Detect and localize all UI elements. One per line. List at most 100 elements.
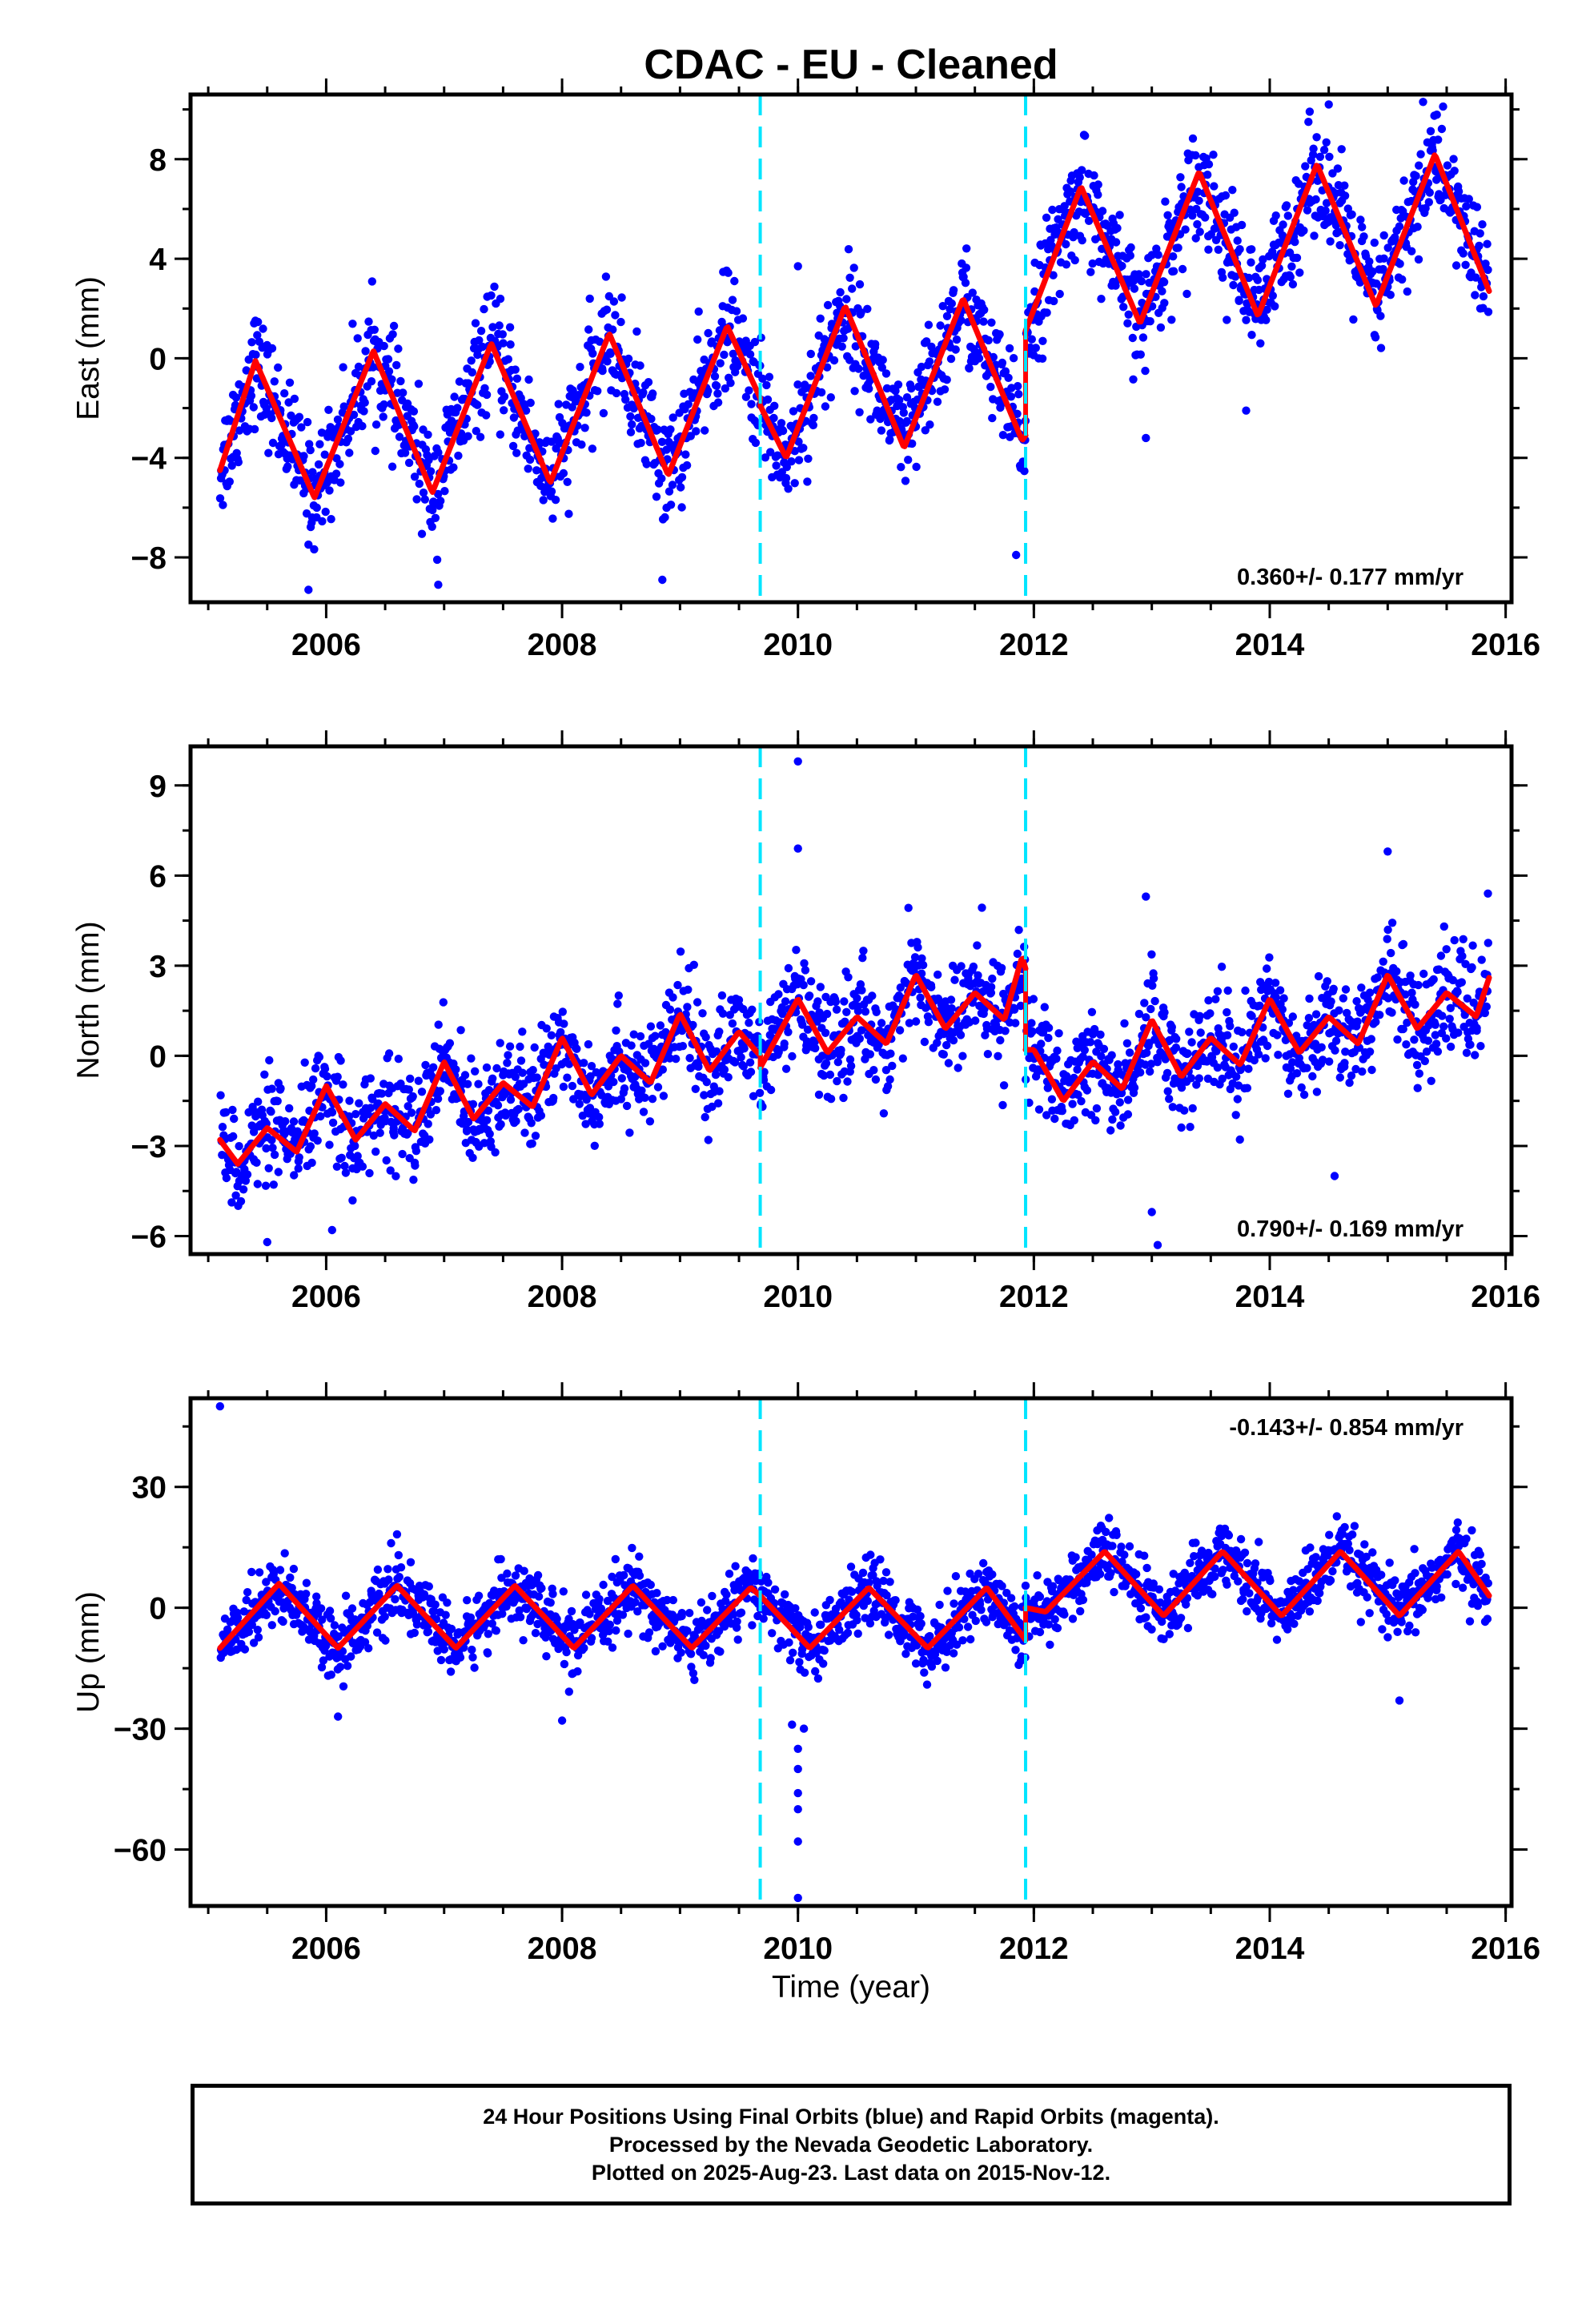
data-point	[1053, 1046, 1062, 1055]
data-point	[508, 441, 518, 451]
data-point	[1271, 979, 1280, 987]
data-point	[691, 1084, 700, 1094]
data-point	[998, 431, 1008, 440]
data-point	[1159, 278, 1169, 287]
data-point	[694, 1062, 703, 1072]
data-point	[1086, 1038, 1095, 1047]
data-point	[728, 296, 737, 304]
data-point	[1171, 1043, 1181, 1052]
data-point	[1129, 375, 1138, 384]
data-point	[1371, 1017, 1380, 1027]
data-point	[267, 1136, 276, 1144]
data-point	[1407, 988, 1416, 997]
data-point	[1411, 1000, 1419, 1009]
data-point	[1148, 981, 1157, 991]
scatter-points-north	[216, 757, 1493, 1249]
data-point	[414, 1076, 423, 1085]
data-point	[327, 515, 335, 524]
data-point	[516, 1056, 526, 1065]
data-point	[333, 415, 343, 424]
data-point	[748, 1621, 757, 1630]
data-point	[844, 245, 853, 254]
data-point	[1439, 922, 1449, 931]
data-point	[286, 1573, 295, 1582]
data-point	[891, 386, 900, 396]
data-point	[253, 1180, 262, 1188]
data-point	[417, 529, 427, 538]
data-point	[1264, 977, 1274, 987]
data-point	[559, 1587, 568, 1596]
data-point	[562, 1647, 571, 1657]
model-fit-segment	[217, 1011, 764, 1167]
data-point	[764, 1578, 773, 1587]
data-point	[1080, 1046, 1090, 1055]
data-point	[784, 1027, 793, 1037]
data-point	[1111, 281, 1120, 290]
data-point	[1209, 151, 1218, 159]
data-point	[527, 1119, 536, 1128]
data-point	[306, 445, 315, 455]
data-point	[1263, 305, 1271, 314]
data-point	[222, 1173, 231, 1183]
data-point	[913, 943, 922, 952]
data-point	[520, 1566, 528, 1575]
data-point	[396, 376, 405, 386]
data-point	[453, 404, 462, 412]
data-point	[677, 483, 685, 492]
data-point	[713, 398, 723, 407]
data-point	[1160, 299, 1169, 308]
data-point	[1070, 255, 1079, 265]
data-point	[1357, 983, 1366, 992]
data-point	[819, 1071, 829, 1080]
data-point	[911, 1017, 921, 1026]
data-point	[531, 1629, 540, 1638]
data-point	[739, 1062, 748, 1071]
data-point	[447, 416, 456, 425]
data-point	[280, 1549, 289, 1558]
data-point	[247, 1567, 256, 1577]
data-point	[1431, 1031, 1440, 1039]
outlier-point	[263, 1237, 271, 1247]
data-point	[1403, 287, 1412, 296]
data-point	[806, 977, 816, 986]
data-point	[961, 279, 970, 287]
data-point	[998, 1100, 1007, 1110]
data-point	[814, 1090, 824, 1100]
data-point	[254, 317, 263, 327]
data-point	[918, 960, 928, 970]
data-point	[973, 941, 982, 950]
data-point	[1156, 323, 1166, 332]
data-point	[1125, 1048, 1134, 1057]
data-point	[1009, 354, 1018, 363]
data-point	[620, 1570, 628, 1580]
x-tick-label: 2012	[999, 1280, 1069, 1314]
data-point	[658, 1642, 667, 1651]
y-axis-label: East (mm)	[71, 276, 106, 420]
data-point	[1231, 1111, 1240, 1120]
data-point	[1084, 216, 1094, 225]
data-point	[1358, 223, 1367, 231]
data-point	[384, 367, 394, 376]
data-point	[1185, 1027, 1194, 1036]
data-point	[868, 991, 877, 1000]
data-point	[440, 1645, 448, 1654]
data-point	[366, 1104, 375, 1112]
data-point	[701, 1033, 710, 1042]
data-point	[1311, 195, 1320, 204]
data-point	[395, 1573, 404, 1582]
data-point	[684, 400, 693, 408]
data-point	[309, 1075, 318, 1084]
data-point	[708, 1102, 717, 1112]
data-point	[631, 1072, 640, 1081]
data-point	[1340, 1059, 1349, 1068]
data-point	[433, 1094, 443, 1104]
data-point	[1422, 1047, 1431, 1056]
data-point	[467, 1054, 476, 1063]
data-point	[1379, 254, 1388, 263]
data-point	[839, 1093, 848, 1103]
data-point	[247, 392, 256, 400]
y-tick-label: −3	[131, 1130, 167, 1164]
data-point	[981, 1031, 990, 1039]
outlier-point	[1012, 550, 1021, 560]
